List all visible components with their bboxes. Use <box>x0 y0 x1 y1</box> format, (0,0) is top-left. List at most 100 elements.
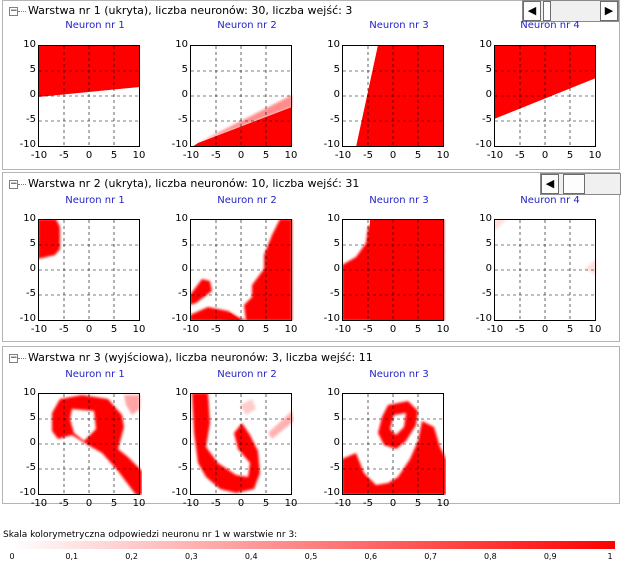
plot-grid <box>494 219 596 321</box>
tree-connector <box>18 358 26 359</box>
y-tick-label: 10 <box>327 213 340 224</box>
neuron-title: Neuron nr 4 <box>520 195 580 206</box>
scroll-thumb[interactable] <box>563 174 585 194</box>
plot-grid <box>38 393 140 495</box>
plot-grid <box>38 219 140 321</box>
scale-tick-label: 0,1 <box>65 552 79 561</box>
color-scale-bar <box>10 541 615 549</box>
y-tick-label: -5 <box>482 288 492 299</box>
y-tick-label: 10 <box>23 387 36 398</box>
x-tick-label: 10 <box>588 324 602 335</box>
tree-connector <box>18 11 26 12</box>
arrow-left-icon: ◀ <box>527 4 537 17</box>
y-tick-label: -10 <box>323 313 340 324</box>
scale-tick-label: 0,3 <box>185 552 198 561</box>
scale-tick-label: 0,8 <box>484 552 497 561</box>
scroll-left-button[interactable]: ◀ <box>541 174 559 194</box>
y-tick-label: 0 <box>333 437 340 448</box>
scale-tick-label: 0,9 <box>543 552 557 561</box>
tree-connector <box>18 184 26 185</box>
y-tick-label: -10 <box>323 487 340 498</box>
x-tick-label: 10 <box>132 324 146 335</box>
x-tick-label: -10 <box>334 498 352 509</box>
y-tick-label: -10 <box>171 313 188 324</box>
x-tick-label: -5 <box>363 150 373 161</box>
x-tick-label: 0 <box>237 324 245 335</box>
plot-grid <box>342 219 444 321</box>
neuron-title: Neuron nr 1 <box>65 195 125 206</box>
layer-2-scrollbar[interactable]: ◀ <box>540 173 621 195</box>
layer-1-scrollbar[interactable]: ◀ ▶ <box>522 0 619 22</box>
neuron-title: Neuron nr 2 <box>217 195 277 206</box>
arrow-left-icon: ◀ <box>545 177 555 190</box>
x-tick-label: 0 <box>237 498 245 509</box>
x-tick-label: -10 <box>486 150 504 161</box>
scale-title: Skala kolorymetryczna odpowiedzi neuronu… <box>3 530 298 540</box>
scroll-left-button[interactable]: ◀ <box>523 1 541 21</box>
y-tick-label: 0 <box>181 437 188 448</box>
plot-grid <box>342 45 444 147</box>
y-tick-label: 5 <box>181 412 188 423</box>
y-tick-label: 5 <box>485 238 492 249</box>
y-tick-label: -5 <box>482 114 492 125</box>
neuron-response-plot <box>190 45 294 150</box>
x-tick-label: 5 <box>110 324 118 335</box>
plot-grid <box>342 393 444 495</box>
x-tick-label: 5 <box>110 498 118 509</box>
scroll-thumb[interactable] <box>543 1 551 21</box>
x-tick-label: -10 <box>182 150 200 161</box>
x-tick-label: 5 <box>262 324 270 335</box>
x-tick-label: 0 <box>237 150 245 161</box>
x-tick-label: -5 <box>211 324 221 335</box>
scale-tick-label: 0,2 <box>125 552 138 561</box>
y-tick-label: 10 <box>175 387 188 398</box>
layer-1-collapse-button[interactable]: − <box>9 6 18 16</box>
layer-2-panel: − Warstwa nr 2 (ukryta), liczba neuronów… <box>2 172 621 342</box>
plot-grid <box>38 45 140 147</box>
plot-grid <box>190 219 292 321</box>
x-tick-label: 5 <box>262 150 270 161</box>
y-tick-label: -10 <box>323 139 340 150</box>
y-tick-label: 0 <box>29 89 36 100</box>
y-tick-label: -10 <box>19 139 36 150</box>
neuron-response-plot <box>190 219 294 324</box>
layer-1-title: Warstwa nr 1 (ukryta), liczba neuronów: … <box>28 4 353 17</box>
x-tick-label: 10 <box>436 150 450 161</box>
y-tick-label: 5 <box>333 412 340 423</box>
arrow-right-icon: ▶ <box>604 4 614 17</box>
plot-grid <box>494 45 596 147</box>
y-tick-label: 5 <box>29 64 36 75</box>
x-tick-label: 10 <box>436 498 450 509</box>
x-tick-label: 0 <box>389 498 397 509</box>
x-tick-label: 10 <box>132 150 146 161</box>
x-tick-label: -5 <box>515 324 525 335</box>
y-tick-label: 0 <box>181 89 188 100</box>
scroll-right-button[interactable]: ▶ <box>600 1 618 21</box>
x-tick-label: 5 <box>566 150 574 161</box>
neuron-title: Neuron nr 1 <box>65 20 125 31</box>
x-tick-label: -10 <box>486 324 504 335</box>
neuron-response-plot <box>38 393 142 498</box>
x-tick-label: 10 <box>588 150 602 161</box>
layer-2-collapse-button[interactable]: − <box>9 179 18 189</box>
y-tick-label: -5 <box>178 462 188 473</box>
y-tick-label: -5 <box>178 114 188 125</box>
neuron-title: Neuron nr 3 <box>369 20 429 31</box>
plot-grid <box>190 393 292 495</box>
layer-3-collapse-button[interactable]: − <box>9 353 18 363</box>
x-tick-label: 5 <box>566 324 574 335</box>
neuron-title: Neuron nr 1 <box>65 369 125 380</box>
y-tick-label: -10 <box>171 487 188 498</box>
x-tick-label: 0 <box>85 150 93 161</box>
x-tick-label: -5 <box>59 150 69 161</box>
x-tick-label: 0 <box>389 150 397 161</box>
x-tick-label: -10 <box>334 324 352 335</box>
y-tick-label: 10 <box>479 213 492 224</box>
x-tick-label: 0 <box>541 150 549 161</box>
x-tick-label: 0 <box>389 324 397 335</box>
x-tick-label: 0 <box>85 498 93 509</box>
x-tick-label: -5 <box>211 150 221 161</box>
x-tick-label: 5 <box>414 324 422 335</box>
scale-tick-label: 0,5 <box>304 552 318 561</box>
y-tick-label: 0 <box>29 437 36 448</box>
